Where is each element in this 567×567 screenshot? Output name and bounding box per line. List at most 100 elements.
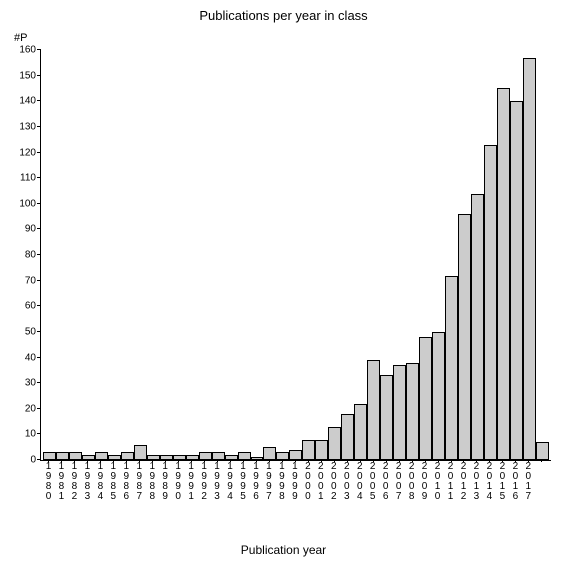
y-tick-mark [37, 49, 41, 50]
y-tick-label: 50 [25, 326, 36, 337]
bar [225, 455, 238, 460]
x-tick-label: 1993 [212, 462, 222, 502]
y-tick-mark [37, 408, 41, 409]
bar [367, 360, 380, 460]
bar [134, 445, 147, 460]
x-tick-label: 1995 [238, 462, 248, 502]
y-tick-mark [37, 459, 41, 460]
bar [341, 414, 354, 460]
x-tick-label: 2009 [420, 462, 430, 502]
x-tick-label: 2008 [407, 462, 417, 502]
bar [302, 440, 315, 461]
x-tick-label: 2002 [329, 462, 339, 502]
bar [419, 337, 432, 460]
x-tick-label: 1997 [264, 462, 274, 502]
y-tick-label: 150 [19, 70, 36, 81]
y-tick-label: 10 [25, 429, 36, 440]
y-tick-label: 130 [19, 121, 36, 132]
bar [186, 455, 199, 460]
x-tick-label: 2015 [497, 462, 507, 502]
bar [458, 214, 471, 460]
bar [497, 88, 510, 460]
x-tick-label: 2011 [446, 462, 456, 502]
bar [238, 452, 251, 460]
bar [471, 194, 484, 461]
x-tick-label: 2005 [368, 462, 378, 502]
y-tick-label: 100 [19, 198, 36, 209]
x-tick-label: 1981 [56, 462, 66, 502]
y-tick-mark [37, 75, 41, 76]
y-axis-label: #P [14, 32, 27, 44]
bar [276, 452, 289, 460]
bar [393, 365, 406, 460]
bar [289, 450, 302, 460]
bar [380, 375, 393, 460]
y-tick-mark [37, 177, 41, 178]
x-tick-label: 1983 [82, 462, 92, 502]
x-tick-label: 1984 [95, 462, 105, 502]
x-tick-label: 1999 [290, 462, 300, 502]
x-tick-label: 2000 [303, 462, 313, 502]
y-tick-mark [37, 305, 41, 306]
y-tick-mark [37, 331, 41, 332]
bar [160, 455, 173, 460]
bar [484, 145, 497, 460]
y-tick-label: 140 [19, 96, 36, 107]
y-tick-mark [37, 126, 41, 127]
x-tick-label: 1985 [108, 462, 118, 502]
x-tick-label: 2017 [523, 462, 533, 502]
x-tick-label: 1986 [121, 462, 131, 502]
bar [315, 440, 328, 461]
bar [251, 457, 264, 460]
y-tick-mark [37, 228, 41, 229]
x-tick-label: 2012 [458, 462, 468, 502]
x-tick-label: 1987 [134, 462, 144, 502]
y-tick-label: 20 [25, 403, 36, 414]
y-tick-label: 40 [25, 352, 36, 363]
y-tick-label: 0 [30, 455, 36, 466]
y-tick-mark [37, 254, 41, 255]
bar [328, 427, 341, 460]
x-tick-label: 1990 [173, 462, 183, 502]
x-tick-label: 1982 [69, 462, 79, 502]
bar [95, 452, 108, 460]
bar [108, 455, 121, 460]
x-tick-label: 1998 [277, 462, 287, 502]
bar [121, 452, 134, 460]
x-tick-label: 1992 [199, 462, 209, 502]
x-axis-label: Publication year [0, 543, 567, 557]
x-tick-label: 1996 [251, 462, 261, 502]
bar [432, 332, 445, 460]
y-tick-label: 160 [19, 45, 36, 56]
y-tick-mark [37, 100, 41, 101]
x-tick-label: 1991 [186, 462, 196, 502]
y-tick-label: 70 [25, 275, 36, 286]
y-tick-label: 120 [19, 147, 36, 158]
x-tick-label: 2004 [355, 462, 365, 502]
x-tick-mark [541, 459, 542, 462]
y-tick-mark [37, 357, 41, 358]
y-tick-label: 90 [25, 224, 36, 235]
bar [69, 452, 82, 460]
bar [523, 58, 536, 460]
bar [43, 452, 56, 460]
y-tick-label: 30 [25, 378, 36, 389]
x-tick-label: 1980 [43, 462, 53, 502]
x-tick-label: 2001 [316, 462, 326, 502]
bar [82, 455, 95, 460]
x-tick-label: 2010 [433, 462, 443, 502]
y-tick-mark [37, 280, 41, 281]
bar [406, 363, 419, 460]
bar [199, 452, 212, 460]
bar [147, 455, 160, 460]
y-tick-mark [37, 203, 41, 204]
x-tick-label: 2013 [471, 462, 481, 502]
y-tick-label: 60 [25, 301, 36, 312]
x-tick-label: 2006 [381, 462, 391, 502]
bar [445, 276, 458, 461]
bar [173, 455, 186, 460]
x-tick-label: 2014 [484, 462, 494, 502]
y-tick-mark [37, 382, 41, 383]
x-tick-label: 2007 [394, 462, 404, 502]
x-tick-label: 1989 [160, 462, 170, 502]
